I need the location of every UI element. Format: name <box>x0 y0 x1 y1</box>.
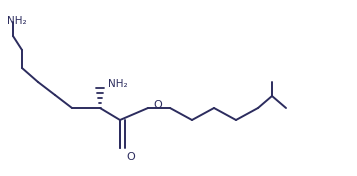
Text: O: O <box>126 152 135 162</box>
Text: NH₂: NH₂ <box>7 16 27 26</box>
Text: NH₂: NH₂ <box>108 79 127 89</box>
Text: O: O <box>154 100 162 110</box>
